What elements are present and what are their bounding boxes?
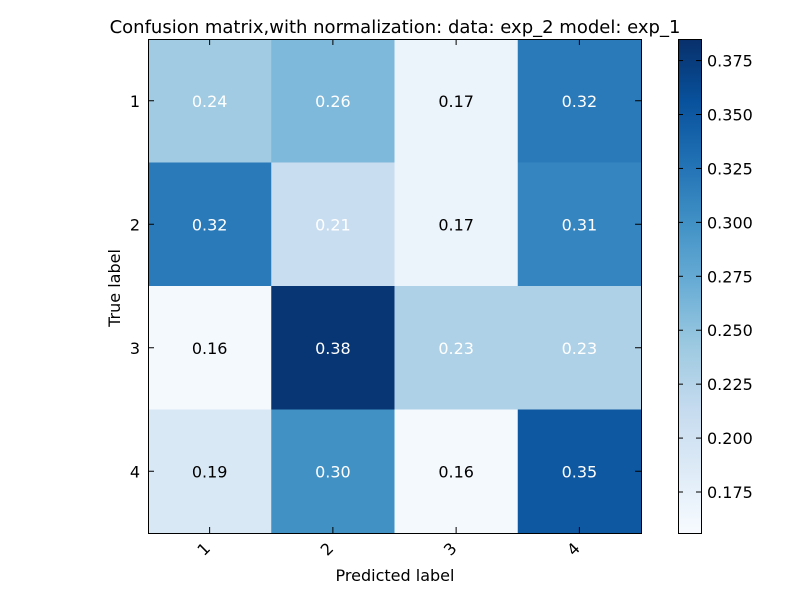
x-tick-label: 2 xyxy=(317,539,338,560)
colorbar-ticks: 0.175 0.200 0.225 0.250 0.275 0.300 0.325 0.350… xyxy=(678,52,753,502)
cell-value-label: 0.30 xyxy=(315,462,351,481)
matrix-cell xyxy=(517,39,642,163)
colorbar-tick-label: 0.200 xyxy=(707,429,753,448)
cell-value-label: 0.17 xyxy=(438,92,474,111)
matrix-cell xyxy=(517,162,642,287)
cell-value-label: 0.38 xyxy=(315,339,351,358)
cell-value-label: 0.32 xyxy=(192,215,228,234)
matrix-cell xyxy=(271,39,395,163)
cell-value-label: 0.35 xyxy=(562,462,598,481)
cell-value-label: 0.23 xyxy=(562,339,598,358)
y-axis-label: True label xyxy=(105,249,124,328)
cell-value-label: 0.23 xyxy=(438,339,474,358)
matrix-cell xyxy=(517,409,642,534)
matrix-cell xyxy=(271,162,395,287)
y-axis-ticks: 1 2 3 4 xyxy=(130,92,641,481)
matrix-cells xyxy=(148,39,642,534)
colorbar-tick-label: 0.300 xyxy=(707,213,753,232)
cell-value-label: 0.24 xyxy=(192,92,228,111)
x-tick-label: 4 xyxy=(563,539,584,560)
cell-value-label: 0.16 xyxy=(192,339,228,358)
colorbar-tick-label: 0.275 xyxy=(707,267,753,286)
chart-title: Confusion matrix,with normalization: dat… xyxy=(110,17,681,38)
matrix-cell xyxy=(148,162,272,287)
colorbar-tick-label: 0.225 xyxy=(707,375,753,394)
matrix-cell xyxy=(148,39,272,163)
matrix-frame xyxy=(148,39,642,534)
matrix-cell xyxy=(517,286,642,410)
x-tick-label: 1 xyxy=(193,539,214,560)
cell-value-label: 0.17 xyxy=(438,215,474,234)
y-tick-label: 4 xyxy=(130,462,140,481)
matrix-cell xyxy=(148,409,272,534)
colorbar-tick-label: 0.325 xyxy=(707,159,753,178)
colorbar-tick-label: 0.350 xyxy=(707,106,753,125)
colorbar-tick-label: 0.250 xyxy=(707,321,753,340)
matrix-cell xyxy=(148,286,272,410)
x-tick-label: 3 xyxy=(440,539,461,560)
y-tick-label: 2 xyxy=(130,215,140,234)
matrix-cell xyxy=(394,286,519,410)
cell-value-label: 0.32 xyxy=(562,92,598,111)
y-tick-label: 1 xyxy=(130,92,140,111)
colorbar xyxy=(678,39,702,534)
cell-value-label: 0.19 xyxy=(192,462,228,481)
matrix-cell xyxy=(271,409,395,534)
cell-value-label: 0.16 xyxy=(438,462,474,481)
cell-value-label: 0.31 xyxy=(562,215,598,234)
matrix-cell xyxy=(394,162,519,287)
y-tick-label: 3 xyxy=(130,339,140,358)
matrix-cell-labels: 0.24 0.26 0.17 0.32 0.32 0.21 0.17 0.31 0.16 0.38… xyxy=(192,92,597,482)
cell-value-label: 0.26 xyxy=(315,92,351,111)
matrix-cell xyxy=(394,39,519,163)
cell-value-label: 0.21 xyxy=(315,215,351,234)
colorbar-tick-label: 0.375 xyxy=(707,52,753,71)
matrix-cell xyxy=(394,409,519,534)
matrix-cell xyxy=(271,286,395,410)
colorbar-tick-label: 0.175 xyxy=(707,483,753,502)
x-axis-label: Predicted label xyxy=(336,566,455,585)
